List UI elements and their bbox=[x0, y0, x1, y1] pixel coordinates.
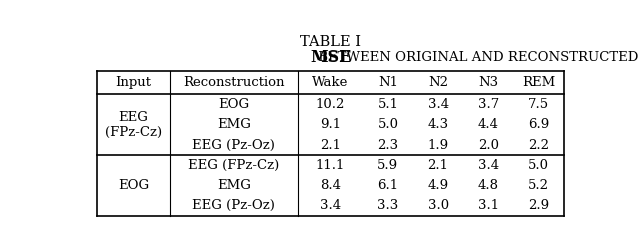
Text: EEG (FPz-Cz): EEG (FPz-Cz) bbox=[188, 159, 280, 172]
Text: EOG: EOG bbox=[118, 179, 149, 192]
Text: 3.4: 3.4 bbox=[477, 159, 499, 172]
Text: N2: N2 bbox=[428, 76, 448, 89]
Text: TABLE I: TABLE I bbox=[300, 35, 361, 49]
Text: 4.4: 4.4 bbox=[478, 118, 499, 131]
Text: 2.9: 2.9 bbox=[528, 199, 549, 212]
Text: 5.1: 5.1 bbox=[378, 98, 398, 111]
Text: Reconstruction: Reconstruction bbox=[183, 76, 285, 89]
Text: 10.2: 10.2 bbox=[316, 98, 345, 111]
Text: N3: N3 bbox=[478, 76, 499, 89]
Text: 11.1: 11.1 bbox=[316, 159, 345, 172]
Text: EOG: EOG bbox=[218, 98, 250, 111]
Text: 5.0: 5.0 bbox=[528, 159, 549, 172]
Text: 2.3: 2.3 bbox=[378, 139, 399, 151]
Text: 3.7: 3.7 bbox=[477, 98, 499, 111]
Text: 5.0: 5.0 bbox=[378, 118, 398, 131]
Text: EMG: EMG bbox=[217, 179, 251, 192]
Text: 3.4: 3.4 bbox=[320, 199, 341, 212]
Text: EMG: EMG bbox=[217, 118, 251, 131]
Text: MSE: MSE bbox=[311, 49, 352, 66]
Text: 5.2: 5.2 bbox=[528, 179, 549, 192]
Text: 2.0: 2.0 bbox=[478, 139, 499, 151]
Text: 9.1: 9.1 bbox=[320, 118, 341, 131]
Text: 4.8: 4.8 bbox=[478, 179, 499, 192]
Text: 2.2: 2.2 bbox=[528, 139, 549, 151]
Text: 6.9: 6.9 bbox=[528, 118, 549, 131]
Text: 3.1: 3.1 bbox=[477, 199, 499, 212]
Text: 2.1: 2.1 bbox=[320, 139, 341, 151]
Text: REM: REM bbox=[522, 76, 555, 89]
Text: BETWEEN ORIGINAL AND RECONSTRUCTED SIGNALS.: BETWEEN ORIGINAL AND RECONSTRUCTED SIGNA… bbox=[314, 51, 640, 64]
Text: 1.9: 1.9 bbox=[428, 139, 449, 151]
Text: EEG
(FPz-Cz): EEG (FPz-Cz) bbox=[105, 111, 162, 139]
Text: 8.4: 8.4 bbox=[320, 179, 341, 192]
Text: 7.5: 7.5 bbox=[528, 98, 549, 111]
Text: EEG (Pz-Oz): EEG (Pz-Oz) bbox=[193, 199, 275, 212]
Text: 4.9: 4.9 bbox=[428, 179, 449, 192]
Text: 4.3: 4.3 bbox=[428, 118, 449, 131]
Text: N1: N1 bbox=[378, 76, 398, 89]
Text: EEG (Pz-Oz): EEG (Pz-Oz) bbox=[193, 139, 275, 151]
Text: 3.3: 3.3 bbox=[377, 199, 399, 212]
Text: 3.0: 3.0 bbox=[428, 199, 449, 212]
Text: Input: Input bbox=[115, 76, 152, 89]
Text: 3.4: 3.4 bbox=[428, 98, 449, 111]
Text: 6.1: 6.1 bbox=[378, 179, 399, 192]
Text: Wake: Wake bbox=[312, 76, 349, 89]
Text: 2.1: 2.1 bbox=[428, 159, 449, 172]
Text: 5.9: 5.9 bbox=[378, 159, 399, 172]
Text: MSE BETWEEN ORIGINAL AND RECONSTRUCTED SIGNALS.: MSE BETWEEN ORIGINAL AND RECONSTRUCTED S… bbox=[116, 51, 545, 64]
